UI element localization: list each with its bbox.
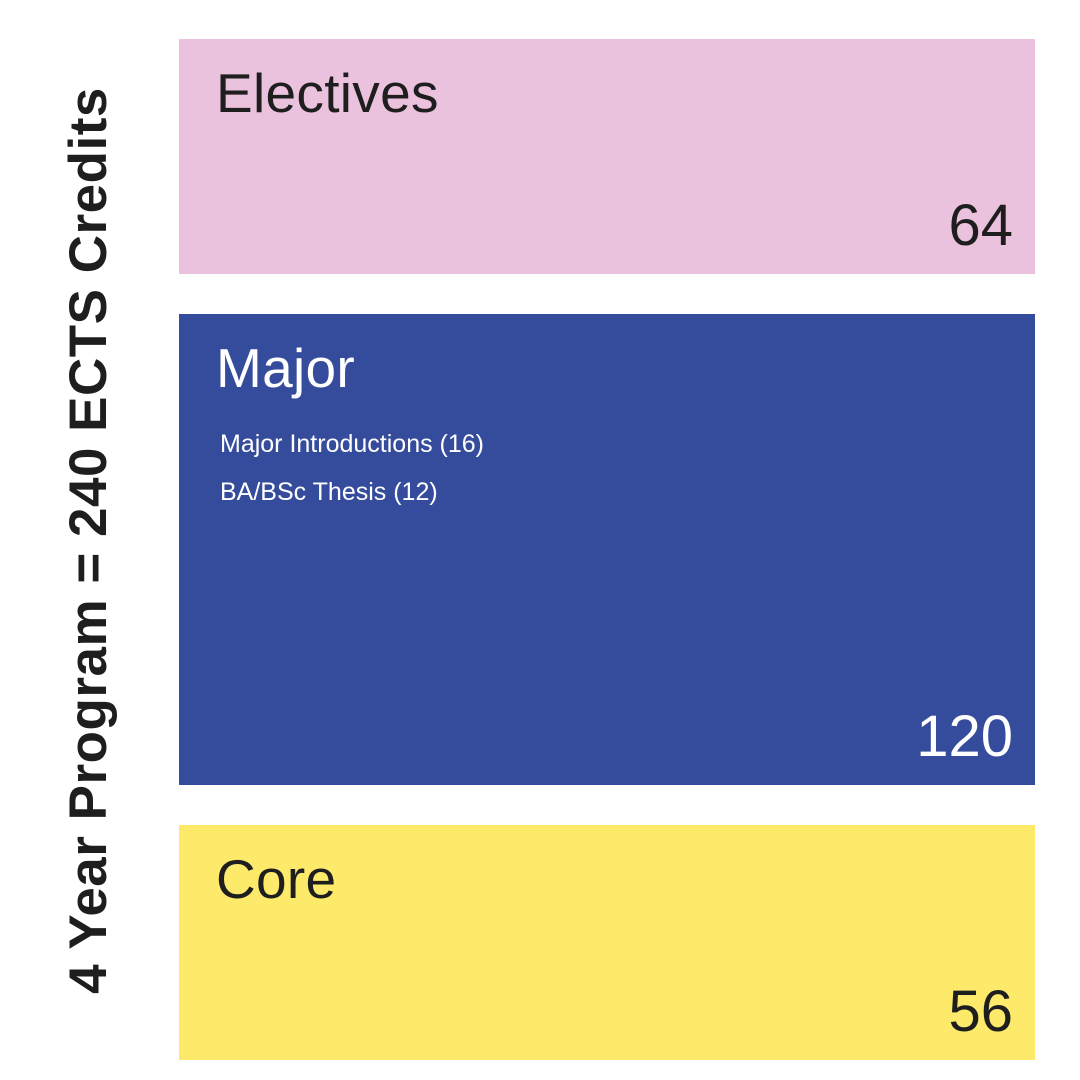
electives-credits: 64 [948,193,1013,259]
major-block: Major Major Introductions (16) BA/BSc Th… [179,314,1035,785]
program-credits-label: 4 Year Program = 240 ECTS Credits [20,40,156,1040]
major-introductions-item: Major Introductions (16) [220,430,485,458]
major-credits: 120 [916,704,1013,770]
major-title: Major [216,337,356,399]
major-components-list: Major Introductions (16) BA/BSc Thesis (… [220,420,484,516]
electives-block: Electives 64 [179,39,1035,274]
thesis-item: BA/BSc Thesis (12) [220,478,438,506]
core-credits: 56 [948,979,1013,1045]
core-title: Core [216,848,337,910]
core-block: Core 56 [179,825,1035,1060]
electives-title: Electives [216,62,439,124]
program-credits-text: 4 Year Program = 240 ECTS Credits [58,86,118,994]
